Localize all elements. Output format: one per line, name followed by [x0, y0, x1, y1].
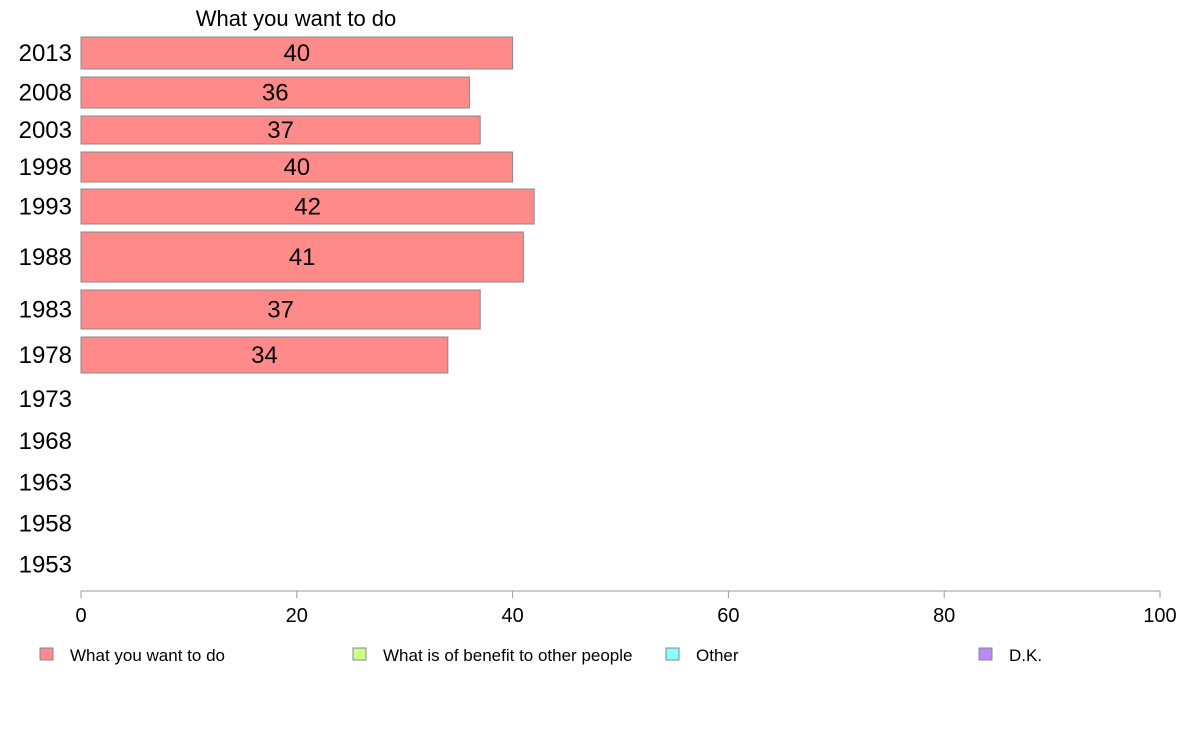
category-label: 1978: [19, 342, 72, 369]
category-label: 1968: [19, 428, 72, 455]
bar: [80, 231, 524, 283]
data-label: 37: [267, 117, 294, 144]
x-tick-label: 80: [933, 605, 955, 627]
bar: [80, 151, 514, 183]
data-label: 34: [251, 342, 278, 369]
legend-label: What you want to do: [70, 646, 225, 665]
bar: [80, 115, 481, 145]
chart-title: What you want to do: [196, 6, 397, 31]
data-label: 36: [262, 80, 289, 107]
category-label: 1973: [19, 386, 72, 413]
category-label: 2008: [19, 80, 72, 107]
category-label: 1988: [19, 244, 72, 271]
legend-label: Other: [696, 646, 739, 665]
bar: [80, 76, 470, 109]
legend: What you want to do What is of benefit to…: [39, 646, 1042, 665]
data-label: 37: [267, 297, 294, 324]
category-label: 1958: [19, 511, 72, 538]
category-label: 2013: [19, 40, 72, 67]
x-tick-label: 20: [286, 605, 308, 627]
legend-swatch: [352, 647, 367, 661]
legend-label: D.K.: [1009, 646, 1042, 665]
category-labels: 2013 2008 2003 1998 1993 1988 1983 1978 1973 1968…: [19, 40, 72, 579]
legend-swatch: [39, 647, 54, 661]
legend-swatch: [665, 647, 680, 661]
data-label: 41: [289, 244, 316, 271]
x-tick-label: 100: [1143, 605, 1176, 627]
x-tick-label: 60: [717, 605, 739, 627]
legend-label: What is of benefit to other people: [383, 646, 633, 665]
category-label: 1953: [19, 552, 72, 579]
category-label: 1963: [19, 470, 72, 497]
legend-swatch: [978, 647, 993, 661]
category-label: 1998: [19, 154, 72, 181]
x-tick-label: 0: [75, 605, 86, 627]
category-label: 2003: [19, 117, 72, 144]
bars-layer: 40 36 37 40 42 41 37 34: [80, 36, 535, 374]
bar: [80, 36, 514, 70]
x-tick-label: 40: [501, 605, 523, 627]
data-label: 42: [294, 194, 321, 221]
bar: [80, 289, 481, 330]
data-label: 40: [283, 154, 310, 181]
bar: [80, 188, 535, 225]
category-label: 1983: [19, 297, 72, 324]
bar: [80, 336, 449, 374]
data-label: 40: [283, 40, 310, 67]
x-axis: 0 20 40 60 80 100: [75, 590, 1177, 627]
category-label: 1993: [19, 194, 72, 221]
